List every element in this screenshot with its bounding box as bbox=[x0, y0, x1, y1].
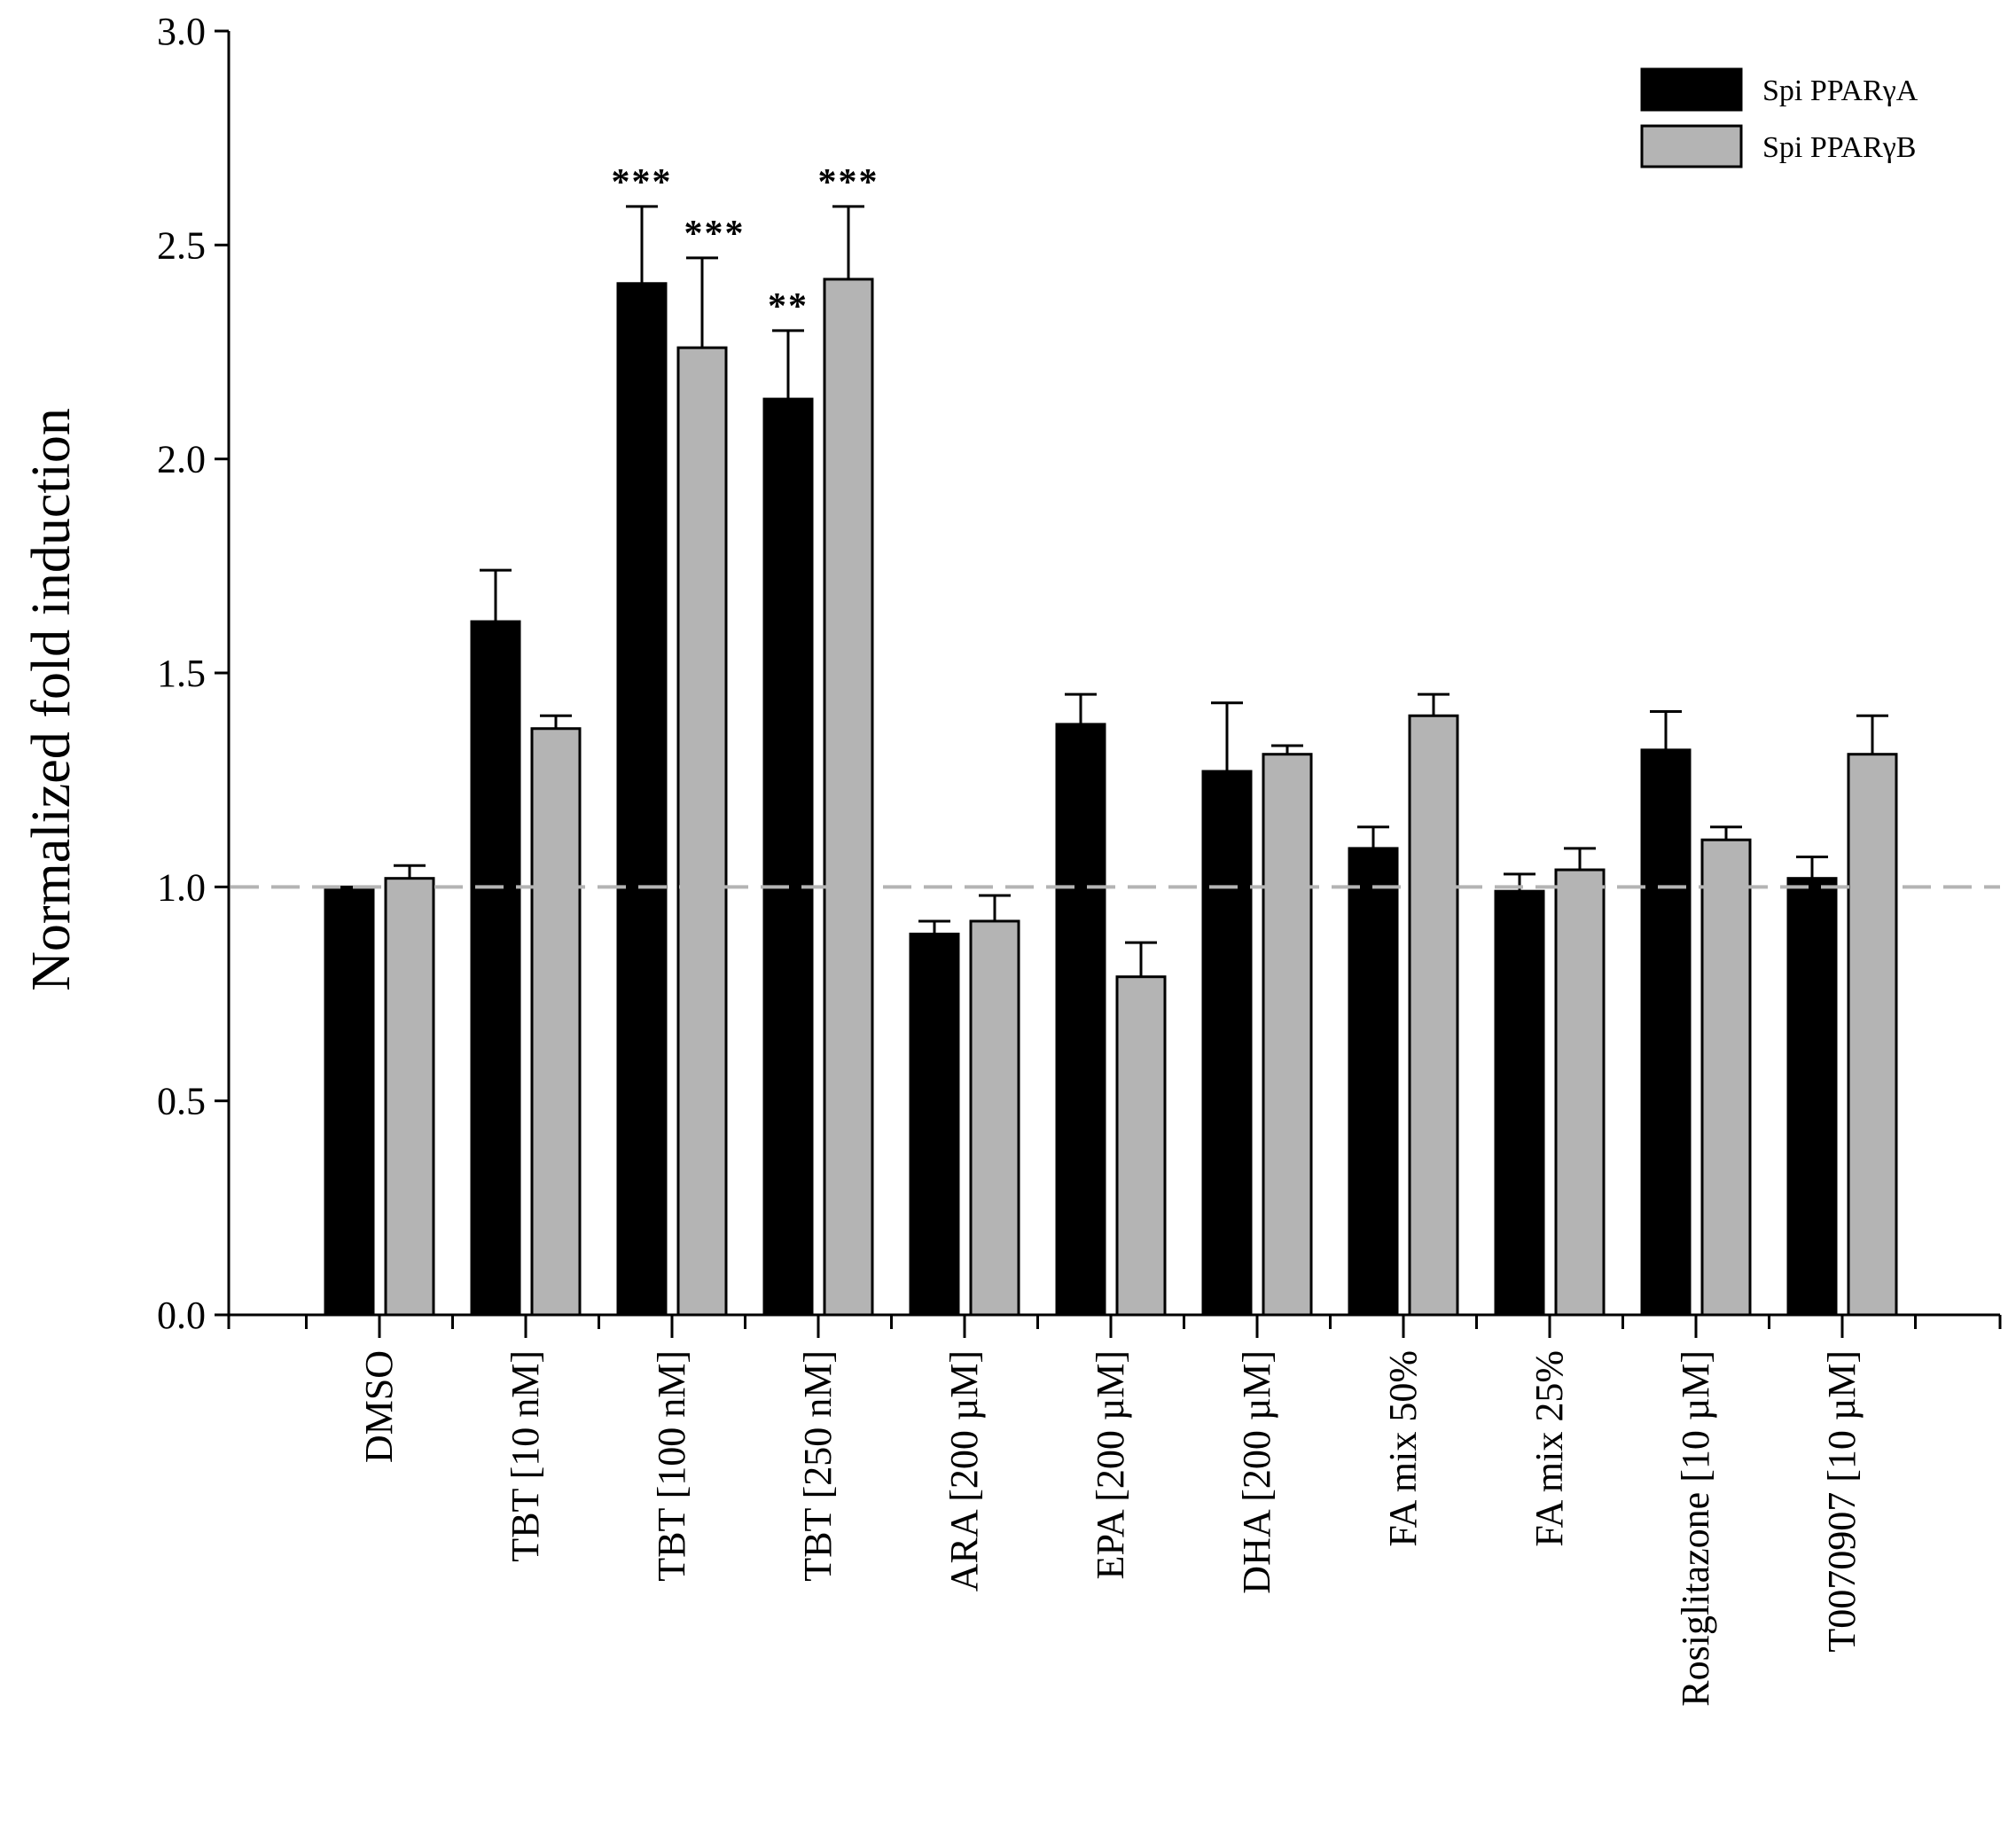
bar-spi-ppar-a-tbt-10-nm bbox=[470, 620, 521, 1317]
bar-spi-ppar-b-fa-mix-50 bbox=[1408, 714, 1459, 1317]
bar-spi-ppar-a-fa-mix-50 bbox=[1348, 847, 1399, 1317]
y-tick-label: 0.5 bbox=[157, 1080, 206, 1123]
bar-spi-ppar-a-rosiglitazone-10-m bbox=[1640, 748, 1692, 1317]
bar-spi-ppar-b-fa-mix-25 bbox=[1554, 868, 1606, 1317]
y-tick-label: 3.0 bbox=[157, 10, 206, 53]
significance-spi-ppar-b-tbt-250-nm: *** bbox=[818, 162, 879, 203]
x-tick-label-fa-mix-50: FA mix 50% bbox=[1381, 1350, 1425, 1547]
x-tick-label-t0070907-10-m: T0070907 [10 µM] bbox=[1820, 1350, 1864, 1653]
legend-label-spi-ppar-b: Spi PPARγB bbox=[1762, 131, 1917, 164]
bar-spi-ppar-b-tbt-250-nm bbox=[823, 278, 874, 1317]
bar-spi-ppar-b-rosiglitazone-10-m bbox=[1700, 838, 1752, 1317]
bar-spi-ppar-a-dha-200-m bbox=[1201, 770, 1253, 1317]
x-tick-label-fa-mix-25: FA mix 25% bbox=[1528, 1350, 1571, 1547]
bar-spi-ppar-b-t0070907-10-m bbox=[1847, 753, 1898, 1317]
y-tick-label: 0.0 bbox=[157, 1294, 206, 1337]
bar-spi-ppar-b-tbt-10-nm bbox=[530, 727, 582, 1317]
bar-spi-ppar-b-dmso bbox=[384, 877, 435, 1317]
significance-spi-ppar-a-tbt-250-nm: ** bbox=[768, 286, 809, 327]
bar-spi-ppar-a-epa-200-m bbox=[1055, 723, 1106, 1317]
bar-spi-ppar-a-tbt-100-nm bbox=[616, 282, 668, 1317]
x-tick-label-rosiglitazone-10-m: Rosiglitazone [10 µM] bbox=[1674, 1350, 1717, 1707]
bar-spi-ppar-a-t0070907-10-m bbox=[1786, 877, 1838, 1317]
legend-swatch-spi-ppar-a bbox=[1640, 67, 1743, 112]
bar-spi-ppar-b-tbt-100-nm bbox=[676, 346, 728, 1317]
bar-spi-ppar-b-epa-200-m bbox=[1115, 975, 1167, 1317]
axes-layer bbox=[215, 29, 2002, 1338]
bar-spi-ppar-a-ara-200-m bbox=[909, 932, 960, 1317]
bar-spi-ppar-b-ara-200-m bbox=[969, 919, 1020, 1317]
legend-swatch-spi-ppar-b bbox=[1640, 124, 1743, 168]
bar-spi-ppar-b-dha-200-m bbox=[1262, 753, 1313, 1317]
y-tick-label: 1.0 bbox=[157, 865, 206, 909]
y-tick-label: 2.5 bbox=[157, 223, 206, 267]
bar-spi-ppar-a-fa-mix-25 bbox=[1494, 889, 1545, 1317]
x-tick-label-epa-200-m: EPA [200 µM] bbox=[1089, 1350, 1132, 1579]
bars-layer bbox=[324, 205, 1898, 1317]
significance-spi-ppar-a-tbt-100-nm: *** bbox=[612, 162, 673, 203]
bar-spi-ppar-a-tbt-250-nm bbox=[762, 397, 814, 1317]
bar-spi-ppar-a-dmso bbox=[324, 885, 375, 1317]
legend-label-spi-ppar-a: Spi PPARγA bbox=[1762, 74, 1918, 107]
x-tick-label-dha-200-m: DHA [200 µM] bbox=[1235, 1350, 1278, 1594]
significance-spi-ppar-b-tbt-100-nm: *** bbox=[684, 214, 746, 254]
x-tick-label-tbt-100-nm: TBT [100 nM] bbox=[650, 1350, 693, 1582]
x-tick-label-tbt-10-nm: TBT [10 nM] bbox=[504, 1350, 547, 1562]
x-tick-label-dmso: DMSO bbox=[357, 1350, 401, 1463]
y-axis-title: Normalized fold induction bbox=[21, 408, 82, 991]
x-tick-label-tbt-250-nm: TBT [250 nM] bbox=[796, 1350, 840, 1582]
y-tick-label: 1.5 bbox=[157, 652, 206, 695]
legend: Spi PPARγA Spi PPARγB bbox=[1640, 67, 1918, 168]
x-tick-label-ara-200-m: ARA [200 µM] bbox=[942, 1350, 986, 1591]
y-tick-label: 2.0 bbox=[157, 438, 206, 481]
